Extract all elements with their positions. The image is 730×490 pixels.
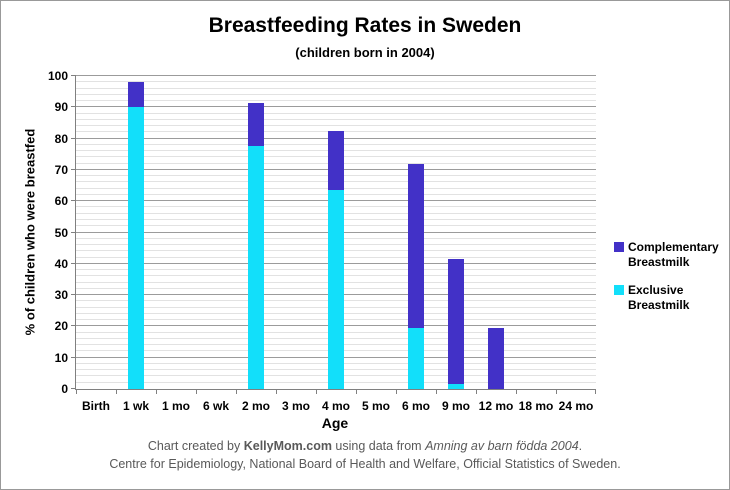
y-tick-label: 40 xyxy=(54,256,68,271)
y-tick-label: 10 xyxy=(54,350,68,365)
legend-label: Complementary Breastmilk xyxy=(628,240,719,269)
x-axis-tick xyxy=(316,389,317,394)
bar-segment-complementary-6mo xyxy=(408,163,424,328)
y-tick-label: 100 xyxy=(47,69,68,83)
y-axis-title: % of children who were breastfed xyxy=(22,128,38,336)
x-axis-tick xyxy=(436,389,437,394)
x-axis-tick xyxy=(76,389,77,394)
x-tick-label: 1 wk xyxy=(122,399,149,413)
x-tick-label: 5 mo xyxy=(361,399,390,413)
x-axis-tick xyxy=(116,389,117,394)
x-axis-tick xyxy=(156,389,157,394)
x-axis-tick xyxy=(516,389,517,394)
x-axis-tick xyxy=(276,389,277,394)
x-tick-label: 9 mo xyxy=(441,399,470,413)
x-axis-tick xyxy=(236,389,237,394)
minor-gridline xyxy=(76,118,596,120)
y-axis-tick xyxy=(71,231,76,233)
y-axis-tick xyxy=(71,262,76,264)
y-tick-label: 70 xyxy=(54,162,68,177)
legend: Complementary Breastmilk Exclusive Breast… xyxy=(614,240,728,313)
minor-gridline xyxy=(76,93,596,95)
bar-segment-exclusive-2mo xyxy=(248,146,264,389)
bar-segment-exclusive-9mo xyxy=(448,384,464,389)
legend-label: Exclusive Breastmilk xyxy=(628,283,690,312)
x-tick-label: 4 mo xyxy=(321,399,350,413)
legend-entry: Complementary Breastmilk xyxy=(614,240,728,270)
y-axis-tick xyxy=(71,75,76,76)
bar-segment-exclusive-6mo xyxy=(408,327,424,389)
legend-entry: Exclusive Breastmilk xyxy=(614,283,728,313)
y-tick-label: 60 xyxy=(54,194,68,209)
minor-gridline xyxy=(76,125,596,127)
bar-segment-complementary-9mo xyxy=(448,259,464,385)
footer-source-line: Centre for Epidemiology, National Board … xyxy=(109,457,621,471)
bar-segment-complementary-1wk xyxy=(128,82,144,108)
x-axis-tick xyxy=(476,389,477,394)
y-axis-tick xyxy=(71,200,76,202)
x-axis-title: Age xyxy=(321,415,349,431)
bar-segment-exclusive-1wk xyxy=(128,107,144,389)
legend-swatch-exclusive xyxy=(614,285,624,295)
footer-segment: . xyxy=(578,439,583,453)
y-axis-tick xyxy=(71,294,76,296)
plot-area: 0 10 20 30 40 50 60 70 80 90 100 Birth 1 wk 1 mo 6 wk 2… xyxy=(48,69,596,413)
y-tick-label: 0 xyxy=(61,382,68,396)
x-tick-label: 3 mo xyxy=(281,399,310,413)
footer-segment: Chart created by xyxy=(147,439,244,453)
y-axis-tick xyxy=(71,356,76,358)
minor-gridline xyxy=(76,100,596,102)
x-tick-label: 12 mo xyxy=(478,399,514,413)
x-tick-label: 24 mo xyxy=(558,399,594,413)
y-tick-label: 90 xyxy=(54,100,68,115)
x-tick-label: 6 wk xyxy=(202,399,229,413)
major-gridline xyxy=(76,106,596,108)
y-axis-tick xyxy=(71,388,76,389)
x-axis-tick xyxy=(396,389,397,394)
footer-segment: KellyMom.com xyxy=(243,439,332,453)
x-tick-label: 6 mo xyxy=(401,399,430,413)
x-axis-tick xyxy=(556,389,557,394)
y-axis-tick xyxy=(71,168,76,170)
x-axis-tick xyxy=(595,389,596,394)
x-tick-label: 2 mo xyxy=(241,399,270,413)
legend-swatch-complementary xyxy=(614,242,624,252)
x-axis-tick xyxy=(196,389,197,394)
x-tick-label: Birth xyxy=(82,399,110,413)
y-axis-tick xyxy=(71,106,76,108)
footer-segment: using data from xyxy=(331,439,426,453)
x-tick-label: 1 mo xyxy=(161,399,190,413)
chart-title: Breastfeeding Rates in Sweden xyxy=(208,14,522,37)
y-tick-label: 80 xyxy=(54,131,68,146)
y-tick-label: 50 xyxy=(54,225,68,240)
minor-gridline xyxy=(76,81,596,83)
bar-segment-complementary-2mo xyxy=(248,102,264,147)
x-tick-label: 18 mo xyxy=(518,399,554,413)
y-axis-tick xyxy=(71,137,76,139)
bar-segment-complementary-4mo xyxy=(328,130,344,191)
major-gridline xyxy=(76,75,596,76)
y-tick-label: 20 xyxy=(54,319,68,334)
y-axis-tick xyxy=(71,325,76,327)
minor-gridline xyxy=(76,87,596,89)
bar-segment-complementary-12mo xyxy=(488,327,504,389)
x-axis-tick xyxy=(356,389,357,394)
bar-segment-exclusive-4mo xyxy=(328,190,344,389)
footer-segment: Amning av barn födda 2004 xyxy=(425,439,579,453)
y-tick-label: 30 xyxy=(54,288,68,303)
minor-gridline xyxy=(76,112,596,114)
footer-credit-line: Chart created by KellyMom.com using data… xyxy=(1,438,729,455)
chart-subtitle: (children born in 2004) xyxy=(295,45,435,60)
